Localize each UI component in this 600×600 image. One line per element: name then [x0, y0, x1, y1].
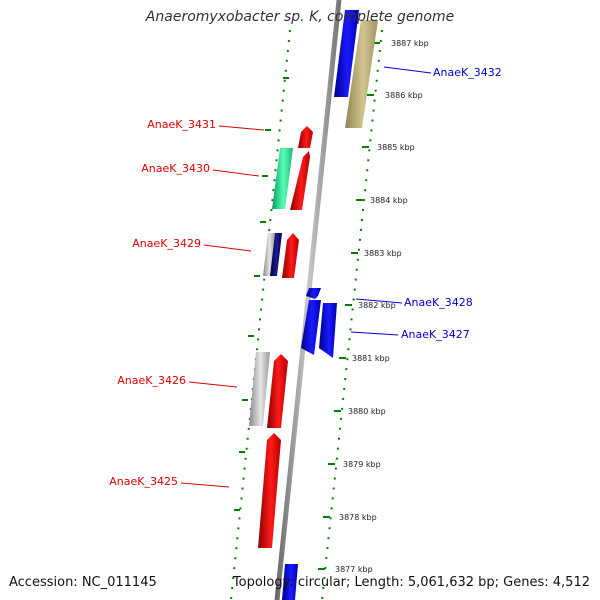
gene-bottom-blue[interactable] — [282, 564, 298, 600]
kbp-tick-label: 3877 kbp — [335, 565, 373, 574]
map-title: Anaeromyxobacter sp. K, complete genome — [145, 9, 455, 25]
gene-label-anaek-3429[interactable]: AnaeK_3429 — [132, 237, 201, 250]
gene-label-anaek-3425[interactable]: AnaeK_3425 — [109, 475, 178, 488]
kbp-tick-label: 3883 kbp — [364, 249, 402, 258]
gene-anaek-3426[interactable] — [267, 354, 288, 428]
kbp-tick-label: 3880 kbp — [348, 407, 386, 416]
gene-teal-feature[interactable] — [272, 148, 293, 209]
kbp-tick-label: 3884 kbp — [370, 196, 408, 205]
connector-anaek-3430 — [212, 169, 260, 177]
gene-label-anaek-3432[interactable]: AnaeK_3432 — [433, 66, 502, 79]
kbp-axis: 3887 kbp 3886 kbp 3885 kbp 3884 kbp 3883… — [234, 39, 429, 574]
gene-anaek-3425[interactable] — [258, 433, 281, 548]
connector-anaek-3425 — [180, 482, 230, 488]
kbp-tick-label: 3878 kbp — [339, 513, 377, 522]
gene-label-anaek-3430[interactable]: AnaeK_3430 — [141, 162, 210, 175]
genome-track — [274, 0, 342, 600]
kbp-tick-label: 3879 kbp — [343, 460, 381, 469]
gene-label-anaek-3427[interactable]: AnaeK_3427 — [401, 328, 470, 341]
kbp-tick-label: 3885 kbp — [377, 143, 415, 152]
gene-tan-feature[interactable] — [345, 20, 378, 128]
gene-anaek-3429[interactable] — [282, 233, 299, 278]
gene-navy-feature[interactable] — [270, 233, 282, 276]
gene-label-anaek-3431[interactable]: AnaeK_3431 — [147, 118, 216, 131]
connector-anaek-3426 — [188, 381, 238, 388]
kbp-tick-label: 3886 kbp — [385, 91, 423, 100]
gene-grey-feature-2[interactable] — [249, 352, 270, 426]
gene-anaek-3431[interactable] — [298, 126, 313, 148]
gene-label-anaek-3426[interactable]: AnaeK_3426 — [117, 374, 186, 387]
gene-grey-feature[interactable] — [263, 233, 275, 276]
gene-anaek-3430[interactable] — [290, 151, 310, 210]
connector-anaek-3431 — [218, 125, 265, 131]
kbp-tick-label: 3887 kbp — [391, 39, 429, 48]
kbp-tick-label: 3881 kbp — [352, 354, 390, 363]
left-scale-dotted-line — [230, 29, 291, 600]
connector-anaek-3429 — [203, 244, 252, 252]
accession-label: Accession: NC_011145 — [9, 575, 157, 590]
gene-anaek-3428[interactable] — [306, 288, 321, 299]
gene-anaek-3432[interactable] — [334, 10, 359, 97]
gene-anaek-3427[interactable] — [301, 300, 321, 355]
connector-anaek-3428 — [355, 298, 403, 304]
kbp-tick-label: 3882 kbp — [358, 301, 396, 310]
genome-summary: Topology: circular; Length: 5,061,632 bp… — [232, 575, 590, 590]
connector-anaek-3427 — [350, 331, 399, 336]
connector-anaek-3432 — [383, 66, 432, 74]
gene-anaek-3427b[interactable] — [319, 303, 337, 358]
gene-label-anaek-3428[interactable]: AnaeK_3428 — [404, 296, 473, 309]
